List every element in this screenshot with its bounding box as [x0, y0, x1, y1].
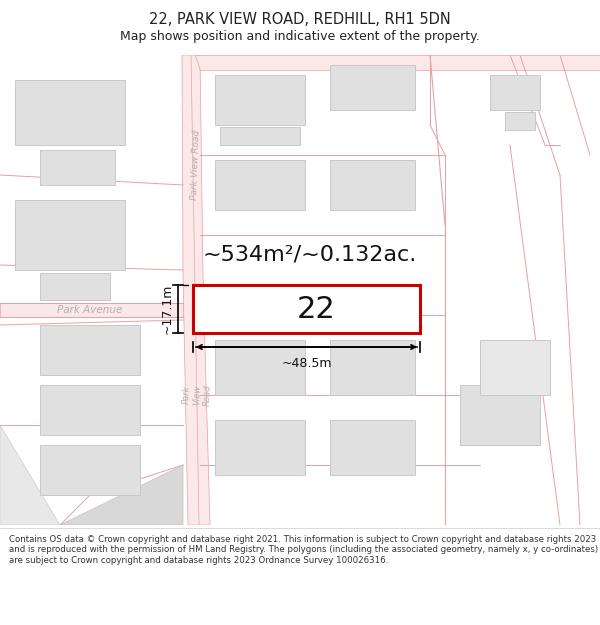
- Bar: [15, 80, 125, 145]
- Text: Park View Road: Park View Road: [190, 130, 202, 200]
- Bar: [220, 127, 300, 145]
- Text: ~48.5m: ~48.5m: [281, 357, 332, 370]
- Bar: [40, 325, 140, 375]
- Text: 22: 22: [297, 294, 336, 324]
- Text: ~534m²/~0.132ac.: ~534m²/~0.132ac.: [203, 245, 417, 265]
- Bar: [215, 420, 305, 475]
- Bar: [40, 273, 110, 300]
- Bar: [330, 340, 415, 395]
- Bar: [480, 340, 550, 395]
- Polygon shape: [60, 465, 183, 525]
- Bar: [330, 160, 415, 210]
- Bar: [15, 200, 125, 270]
- Bar: [193, 285, 420, 333]
- Polygon shape: [0, 303, 183, 317]
- Bar: [330, 420, 415, 475]
- Text: Park Avenue: Park Avenue: [58, 305, 122, 315]
- Bar: [40, 385, 140, 435]
- Text: 22, PARK VIEW ROAD, REDHILL, RH1 5DN: 22, PARK VIEW ROAD, REDHILL, RH1 5DN: [149, 12, 451, 27]
- Bar: [200, 288, 280, 328]
- Text: Contains OS data © Crown copyright and database right 2021. This information is : Contains OS data © Crown copyright and d…: [9, 535, 598, 565]
- Text: Map shows position and indicative extent of the property.: Map shows position and indicative extent…: [120, 30, 480, 43]
- Bar: [40, 150, 115, 185]
- Bar: [215, 340, 305, 395]
- Bar: [330, 65, 415, 110]
- Polygon shape: [0, 425, 60, 525]
- Bar: [460, 385, 540, 445]
- Bar: [40, 445, 140, 495]
- Bar: [215, 160, 305, 210]
- Text: Park
View
Road: Park View Road: [182, 384, 212, 406]
- Text: ~17.1m: ~17.1m: [161, 284, 174, 334]
- Polygon shape: [195, 55, 600, 70]
- Bar: [215, 75, 305, 125]
- Bar: [505, 112, 535, 130]
- Polygon shape: [182, 55, 210, 525]
- Bar: [490, 75, 540, 110]
